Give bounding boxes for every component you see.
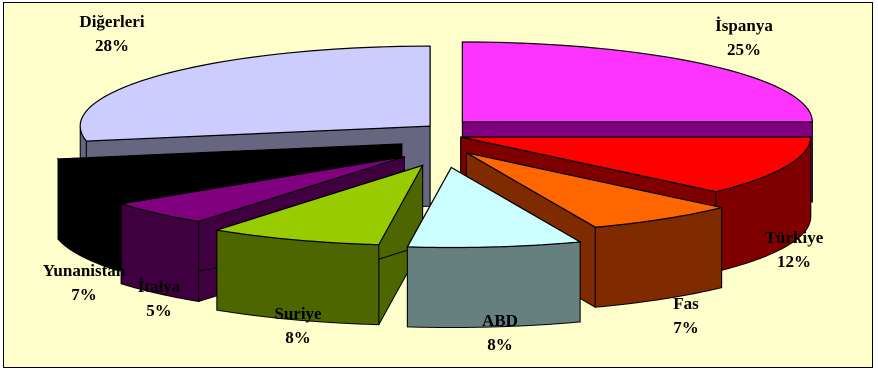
slice-value-label: 8% <box>285 328 311 347</box>
pie-slice-top <box>460 136 812 193</box>
slice-value-label: 12% <box>777 252 811 271</box>
pie-slice <box>406 166 583 328</box>
slice-label: Diğerleri <box>79 12 144 31</box>
slice-label: Fas <box>673 294 699 313</box>
pie-slice-top <box>79 45 431 142</box>
pie-slice-top <box>466 152 722 228</box>
slice-label: Türkiye <box>765 228 824 247</box>
slice-value-label: 25% <box>727 40 761 59</box>
slice-label: İspanya <box>715 16 773 35</box>
slice-value-label: 8% <box>487 335 513 354</box>
pie-slice-top <box>56 143 402 192</box>
slice-value-label: 7% <box>71 285 97 304</box>
slice-label: Yunanistan <box>43 261 126 280</box>
pie-slice-top <box>406 166 583 249</box>
slice-value-label: 28% <box>95 36 129 55</box>
slice-label: ABD <box>482 311 518 330</box>
pie-slice-top <box>121 156 405 223</box>
slice-label: Suriye <box>274 304 322 323</box>
pie-labels: İspanya 25% Türkiye 12% Fas 7% ABD 8% Suriye 8% İt… <box>43 12 824 354</box>
pie-slice-top <box>216 164 424 246</box>
slice-label: İtalya <box>138 277 181 296</box>
pie-slice-top <box>461 41 814 123</box>
slice-value-label: 5% <box>146 301 172 320</box>
pie-chart: İspanya 25% Türkiye 12% Fas 7% ABD 8% Suriye 8% İt… <box>43 12 824 354</box>
pie-slices <box>56 41 814 328</box>
slice-value-label: 7% <box>673 318 699 337</box>
pie-slice <box>216 164 424 326</box>
chart-frame: İspanya 25% Türkiye 12% Fas 7% ABD 8% Suriye 8% İt… <box>3 2 873 368</box>
